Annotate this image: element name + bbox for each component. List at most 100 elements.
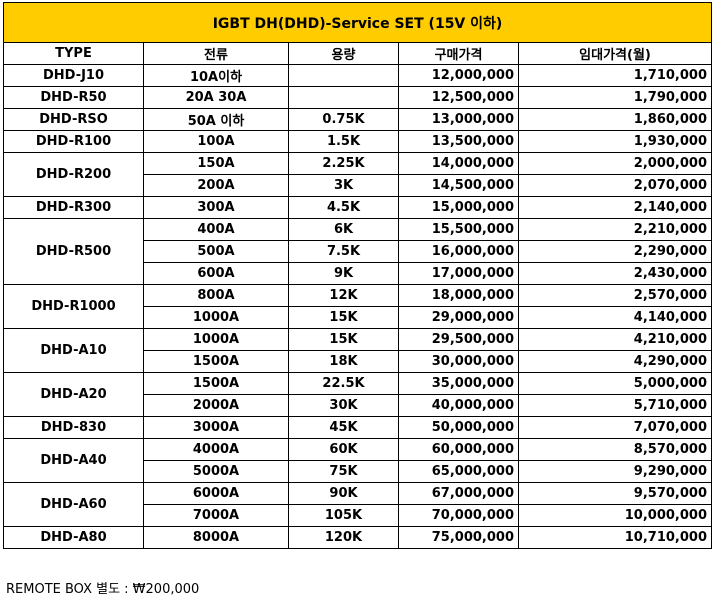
purchase-price-cell: 15,000,000 — [398, 196, 519, 219]
table-row: 600A 9K 17,000,000 2,430,000 — [4, 262, 712, 285]
current-cell: 400A — [143, 218, 289, 241]
capacity-cell: 105K — [288, 504, 399, 527]
header-current: 전류 — [143, 42, 289, 65]
purchase-price-cell: 75,000,000 — [398, 526, 519, 549]
table-row: DHD-J10 10A이하 12,000,000 1,710,000 — [3, 64, 712, 87]
purchase-price-cell: 70,000,000 — [398, 504, 519, 527]
capacity-cell: 4.5K — [288, 196, 399, 219]
capacity-cell: 12K — [288, 284, 399, 307]
current-cell: 6000A — [143, 482, 289, 505]
rental-price-cell: 5,000,000 — [518, 372, 712, 395]
capacity-cell — [288, 86, 399, 109]
table-row: DHD-A80 8000A 120K 75,000,000 10,710,000 — [3, 526, 712, 549]
rental-price-cell: 4,290,000 — [518, 350, 712, 373]
rental-price-cell: 1,790,000 — [518, 86, 712, 109]
rental-price-cell: 10,000,000 — [518, 504, 712, 527]
table-row: 1000A 15K 29,000,000 4,140,000 — [4, 306, 712, 329]
table-row: DHD-R500 400A 6K 15,500,000 2,210,000 — [3, 218, 712, 285]
purchase-price-cell: 30,000,000 — [398, 350, 519, 373]
rental-price-cell: 5,710,000 — [518, 394, 712, 417]
rental-price-cell: 9,290,000 — [518, 460, 712, 483]
capacity-cell: 30K — [288, 394, 399, 417]
current-cell: 50A 이하 — [143, 108, 289, 131]
capacity-cell: 7.5K — [288, 240, 399, 263]
current-cell: 300A — [143, 196, 289, 219]
price-table: IGBT DH(DHD)-Service SET (15V 이하) TYPE 전… — [3, 2, 712, 549]
current-cell: 1000A — [143, 306, 289, 329]
capacity-cell: 18K — [288, 350, 399, 373]
rental-price-cell: 1,860,000 — [518, 108, 712, 131]
table-row: DHD-R1000 800A 12K 18,000,000 2,570,000 — [3, 284, 712, 329]
footer-note: REMOTE BOX 별도 : ₩200,000 — [6, 582, 200, 597]
rental-price-cell: 1,930,000 — [518, 130, 712, 153]
current-cell: 8000A — [143, 526, 289, 549]
rental-price-cell: 10,710,000 — [518, 526, 712, 549]
current-cell: 2000A — [143, 394, 289, 417]
current-cell: 1500A — [143, 350, 289, 373]
purchase-price-cell: 12,000,000 — [398, 64, 519, 87]
rental-price-cell: 2,210,000 — [518, 218, 712, 241]
type-cell: DHD-830 — [3, 416, 144, 439]
capacity-cell: 22.5K — [288, 372, 399, 395]
rental-price-cell: 7,070,000 — [518, 416, 712, 439]
title-row: IGBT DH(DHD)-Service SET (15V 이하) — [3, 2, 712, 43]
capacity-cell: 3K — [288, 174, 399, 197]
type-cell: DHD-R50 — [3, 86, 144, 109]
current-cell: 150A — [143, 152, 289, 175]
capacity-cell: 90K — [288, 482, 399, 505]
current-cell: 200A — [143, 174, 289, 197]
capacity-cell — [288, 64, 399, 87]
header-purchase-price: 구매가격 — [398, 42, 519, 65]
capacity-cell: 6K — [288, 218, 399, 241]
type-cell: DHD-A80 — [3, 526, 144, 549]
table-row: 1500A 18K 30,000,000 4,290,000 — [4, 350, 712, 373]
table-row: DHD-A40 4000A 60K 60,000,000 8,570,000 — [3, 438, 712, 483]
capacity-cell: 45K — [288, 416, 399, 439]
purchase-price-cell: 14,000,000 — [398, 152, 519, 175]
purchase-price-cell: 16,000,000 — [398, 240, 519, 263]
purchase-price-cell: 65,000,000 — [398, 460, 519, 483]
header-capacity: 용량 — [288, 42, 399, 65]
type-cell: DHD-RSO — [3, 108, 144, 131]
table-body: DHD-J10 10A이하 12,000,000 1,710,000 DHD-R50 20… — [3, 64, 712, 549]
purchase-price-cell: 18,000,000 — [398, 284, 519, 307]
current-cell: 7000A — [143, 504, 289, 527]
current-cell: 3000A — [143, 416, 289, 439]
table-row: DHD-A10 1000A 15K 29,500,000 4,210,000 — [3, 328, 712, 373]
rental-price-cell: 4,140,000 — [518, 306, 712, 329]
type-cell: DHD-A10 — [3, 328, 144, 373]
current-cell: 5000A — [143, 460, 289, 483]
type-cell: DHD-R100 — [3, 130, 144, 153]
table-row: 200A 3K 14,500,000 2,070,000 — [4, 174, 712, 197]
header-row: TYPE 전류 용량 구매가격 임대가격(월) — [3, 42, 712, 65]
capacity-cell: 9K — [288, 262, 399, 285]
type-cell: DHD-A40 — [3, 438, 144, 483]
table-row: DHD-A60 6000A 90K 67,000,000 9,570,000 — [3, 482, 712, 527]
purchase-price-cell: 14,500,000 — [398, 174, 519, 197]
capacity-cell: 60K — [288, 438, 399, 461]
purchase-price-cell: 29,500,000 — [398, 328, 519, 351]
type-cell: DHD-R1000 — [3, 284, 144, 329]
table-row: 2000A 30K 40,000,000 5,710,000 — [4, 394, 712, 417]
purchase-price-cell: 29,000,000 — [398, 306, 519, 329]
purchase-price-cell: 15,500,000 — [398, 218, 519, 241]
table-row: DHD-R50 20A 30A 12,500,000 1,790,000 — [3, 86, 712, 109]
table-row: DHD-R200 150A 2.25K 14,000,000 2,000,000 — [3, 152, 712, 197]
table-row: 5000A 75K 65,000,000 9,290,000 — [4, 460, 712, 483]
capacity-cell: 1.5K — [288, 130, 399, 153]
capacity-cell: 75K — [288, 460, 399, 483]
header-rental-price: 임대가격(월) — [518, 42, 712, 65]
capacity-cell: 15K — [288, 306, 399, 329]
current-cell: 20A 30A — [143, 86, 289, 109]
current-cell: 800A — [143, 284, 289, 307]
table-row: DHD-A20 1500A 22.5K 35,000,000 5,000,000 — [3, 372, 712, 417]
type-cell: DHD-R200 — [3, 152, 144, 197]
current-cell: 1500A — [143, 372, 289, 395]
type-cell: DHD-J10 — [3, 64, 144, 87]
purchase-price-cell: 17,000,000 — [398, 262, 519, 285]
table-row: DHD-830 3000A 45K 50,000,000 7,070,000 — [3, 416, 712, 439]
current-cell: 4000A — [143, 438, 289, 461]
purchase-price-cell: 35,000,000 — [398, 372, 519, 395]
rental-price-cell: 2,290,000 — [518, 240, 712, 263]
rental-price-cell: 8,570,000 — [518, 438, 712, 461]
